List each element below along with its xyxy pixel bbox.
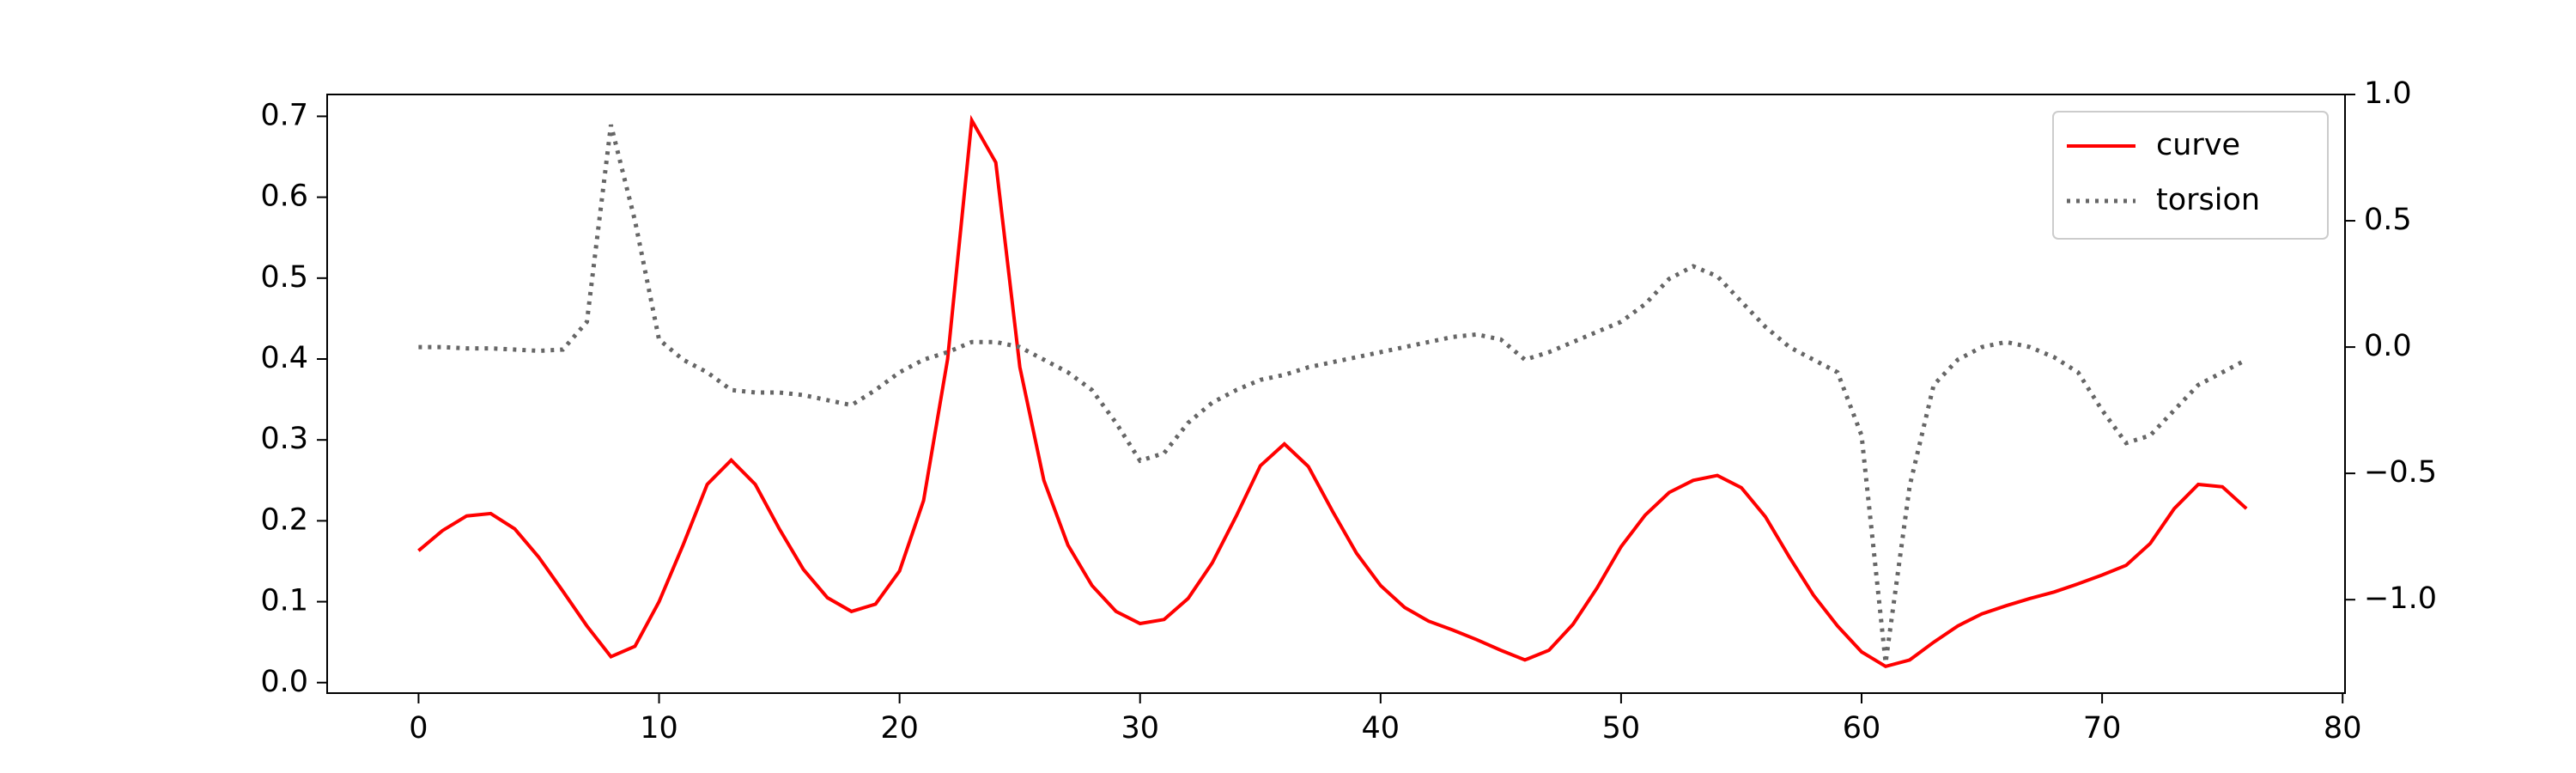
x-tick-label: 20: [880, 711, 919, 746]
y-tick-label: 0.3: [260, 422, 308, 456]
y2-tick-label: 1.0: [2364, 76, 2412, 111]
y-tick-label: 0.5: [260, 260, 308, 295]
x-tick-label: 0: [409, 711, 428, 746]
y-tick-label: 0.0: [260, 665, 308, 699]
series-line: [417, 114, 2248, 669]
x-tick-label: 80: [2324, 711, 2362, 746]
x-tick-label: 60: [1843, 711, 1881, 746]
x-tick-label: 70: [2083, 711, 2122, 746]
legend-box: [2052, 111, 2329, 240]
y-tick-label: 0.7: [260, 98, 308, 132]
y2-tick-label: −1.0: [2364, 581, 2437, 616]
y-tick-label: 0.2: [260, 502, 308, 537]
series-line: [418, 124, 2248, 664]
y-tick-label: 0.6: [260, 180, 308, 214]
y2-tick-label: −0.5: [2364, 455, 2437, 490]
legend-label: curve: [2156, 128, 2240, 162]
x-tick-label: 40: [1362, 711, 1400, 746]
x-tick-label: 30: [1121, 711, 1159, 746]
y-tick-label: 0.1: [260, 584, 308, 618]
legend-label: torsion: [2156, 183, 2260, 217]
x-tick-label: 10: [640, 711, 678, 746]
y2-tick-label: 0.5: [2364, 203, 2412, 237]
y-tick-label: 0.4: [260, 341, 308, 375]
plot-frame: [326, 94, 2346, 694]
x-tick-label: 50: [1602, 711, 1641, 746]
y2-tick-label: 0.0: [2364, 329, 2412, 363]
